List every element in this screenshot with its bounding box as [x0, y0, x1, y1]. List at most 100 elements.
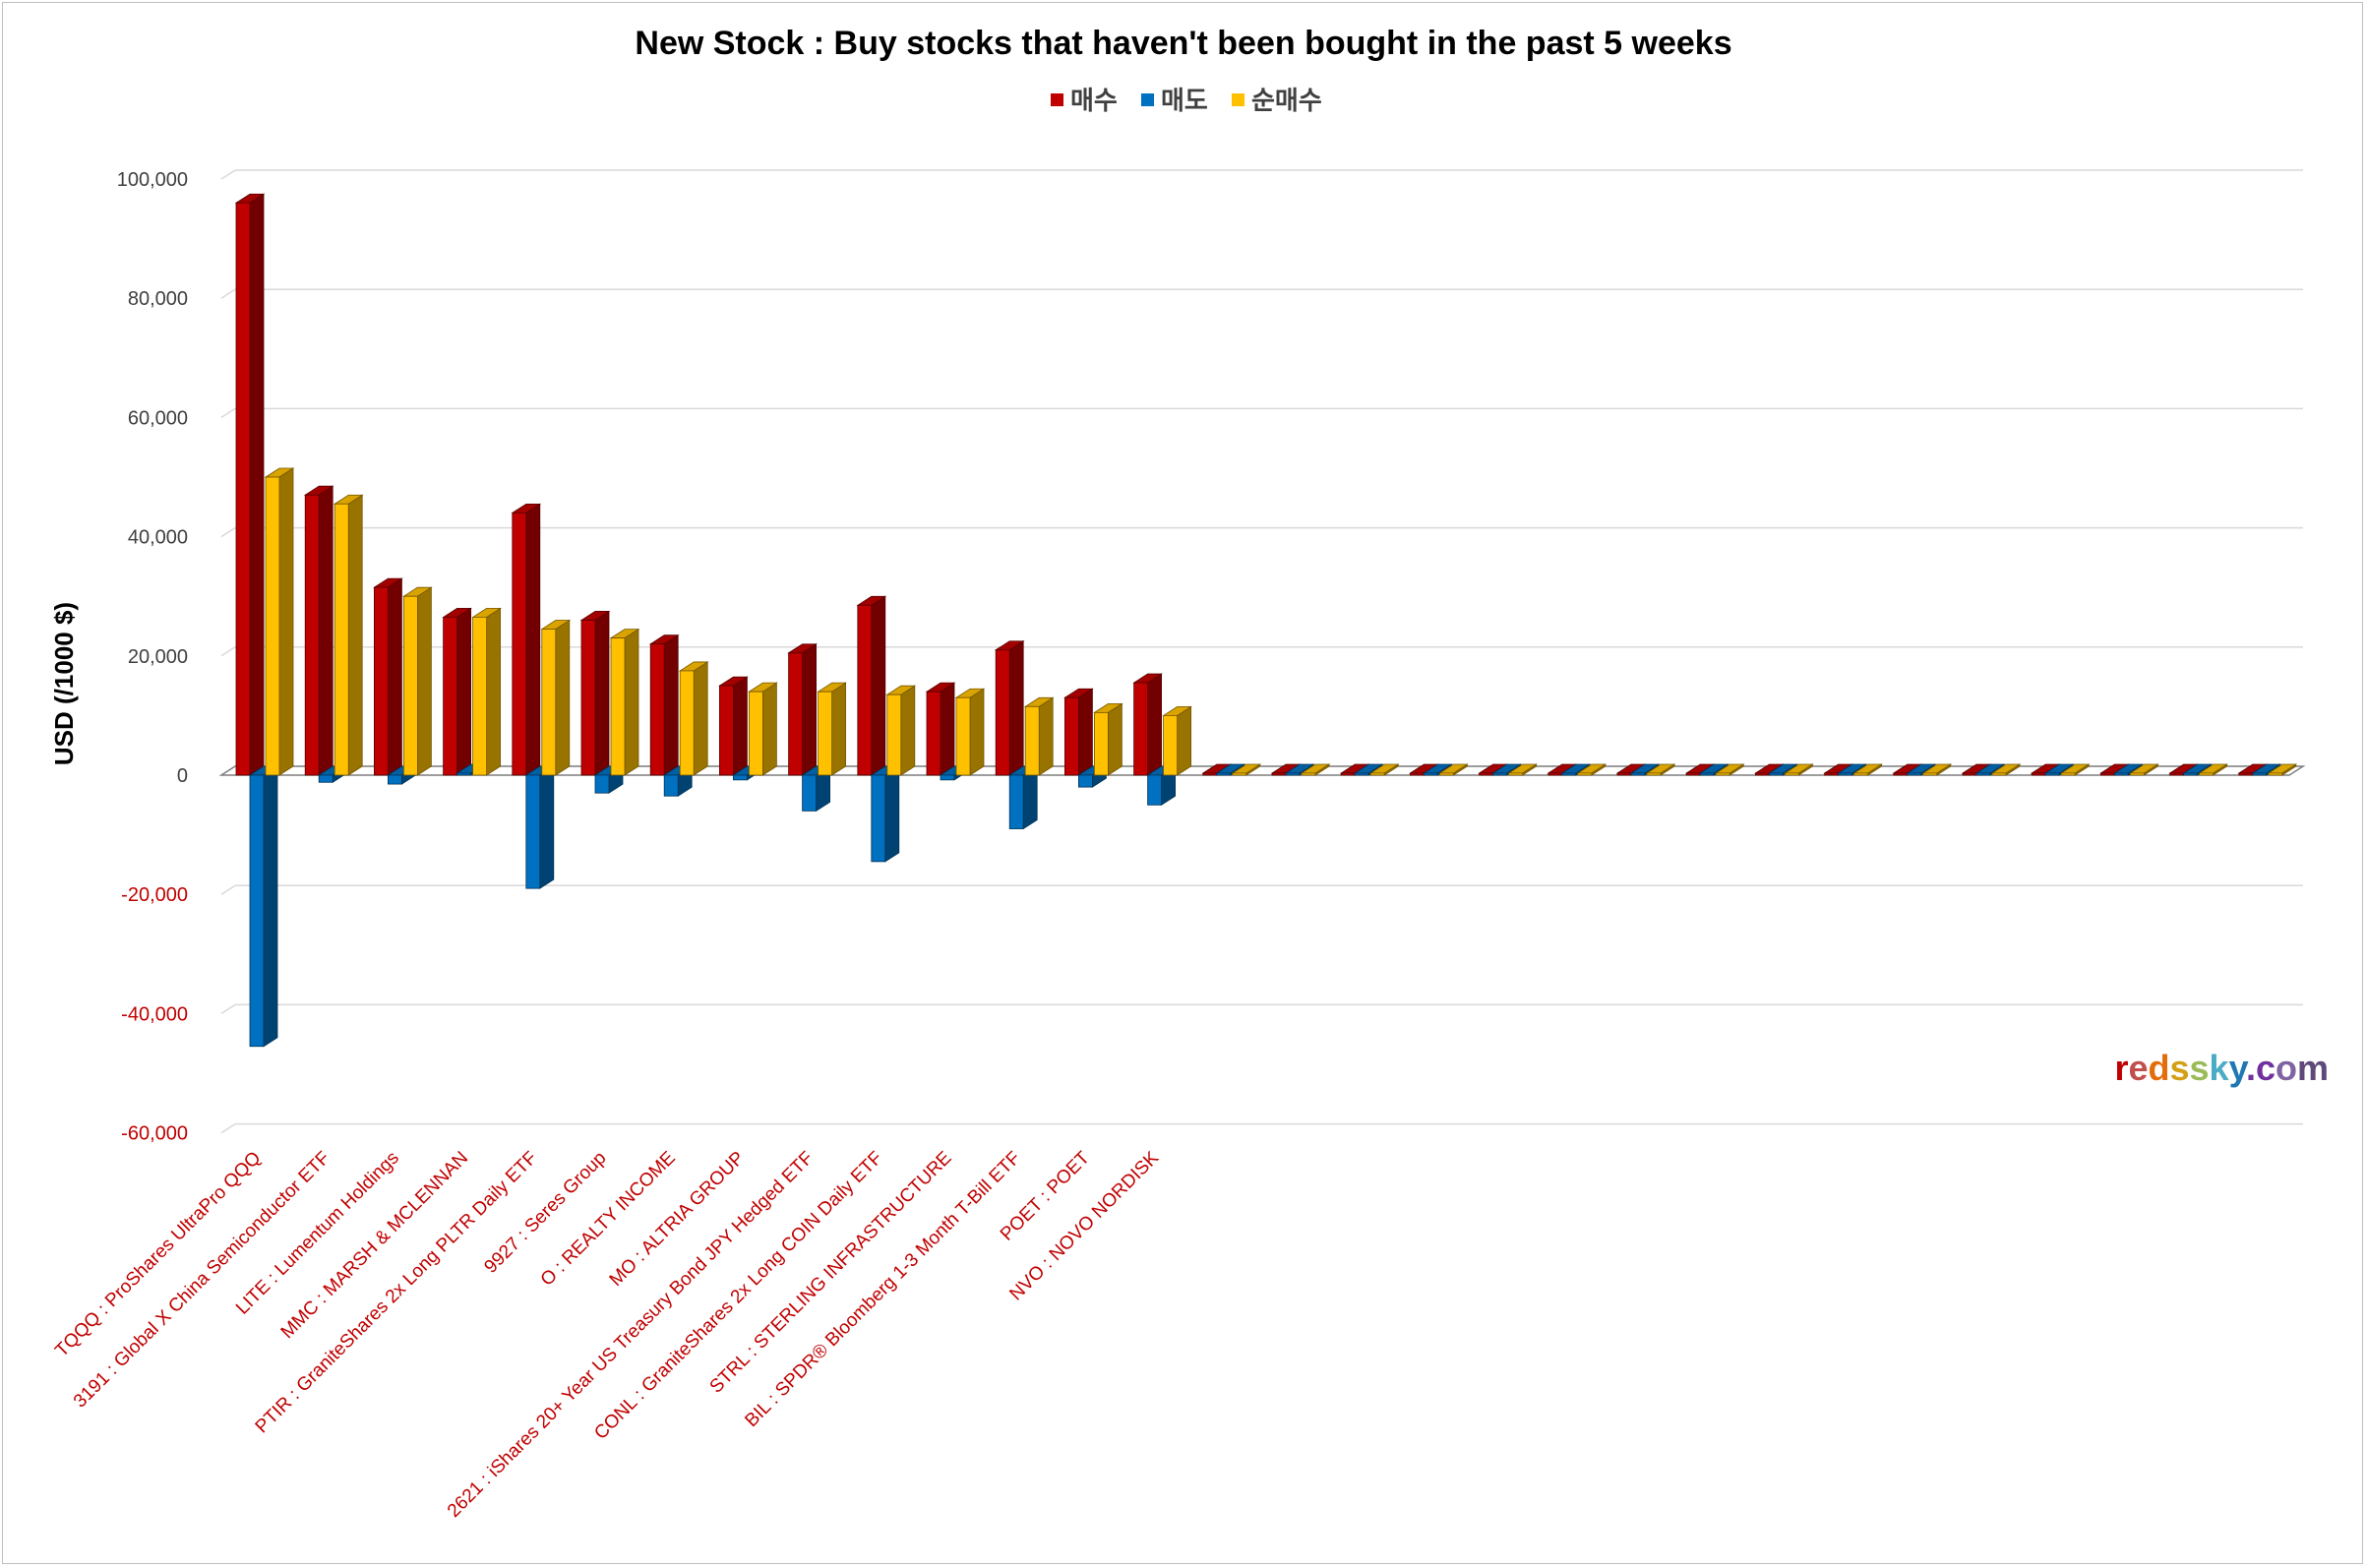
net-buy-bar	[678, 661, 709, 776]
buy-bar-front	[926, 691, 941, 776]
sell-bar-front	[2113, 772, 2129, 776]
watermark-letter: o	[2276, 1048, 2297, 1088]
sell-bar-side	[263, 765, 278, 1048]
sell-bar-front	[802, 774, 817, 812]
net-buy-bar-front	[955, 696, 971, 776]
sell-bar	[801, 765, 831, 813]
buy-bar	[1132, 673, 1163, 776]
net-buy-bar	[1093, 702, 1123, 776]
buy-bar-front	[512, 512, 527, 776]
net-buy-bar-front	[1369, 772, 1385, 776]
buy-bar-front	[1340, 772, 1356, 776]
sell-bar-front	[1838, 772, 1852, 776]
sell-bar-front	[1907, 772, 1922, 776]
y-tick-label: 40,000	[128, 527, 188, 549]
buy-bar-front	[788, 652, 803, 776]
buy-bar-side	[525, 503, 541, 776]
buy-bar	[648, 633, 680, 776]
buy-bar	[1063, 688, 1094, 776]
net-buy-bar	[264, 467, 295, 776]
net-buy-bar	[2129, 763, 2159, 776]
sell-bar-front	[456, 772, 472, 776]
x-tick-label: 3191 : Global X China Semiconductor ETF	[70, 1148, 334, 1413]
sell-bar-front	[387, 774, 402, 785]
net-buy-bar	[1645, 763, 1676, 776]
net-buy-bar-side	[900, 685, 916, 776]
buy-bar	[303, 485, 334, 776]
y-tick-label: 0	[177, 765, 188, 787]
buy-bar-front	[1893, 772, 1909, 776]
sell-bar-front	[2183, 772, 2199, 776]
buy-bar-side	[940, 682, 955, 776]
buy-bar-front	[2238, 772, 2254, 776]
buy-bar-front	[235, 202, 251, 776]
net-buy-bar	[1300, 763, 1331, 776]
buy-bar-front	[1685, 772, 1701, 776]
y-tick-label: 100,000	[117, 169, 188, 191]
net-buy-bar	[1162, 705, 1192, 776]
net-buy-bar	[2198, 763, 2228, 776]
buy-bar	[234, 193, 266, 776]
legend-item-sell[interactable]: 매도	[1141, 86, 1208, 115]
buy-bar-front	[1755, 772, 1770, 776]
buy-bar-side	[456, 607, 472, 776]
sell-bar	[1146, 765, 1177, 807]
net-buy-bar	[817, 682, 847, 776]
net-buy-bar-front	[541, 629, 557, 776]
legend-item-net-buy[interactable]: 순매수	[1232, 86, 1322, 115]
net-buy-bar-front	[818, 691, 832, 776]
net-buy-bar-front	[1853, 772, 1868, 776]
buy-bar-side	[318, 485, 334, 776]
net-buy-bar	[1714, 763, 1745, 776]
net-buy-bar-front	[1785, 772, 1799, 776]
legend-swatch-buy	[1051, 93, 1063, 106]
sell-bar-front	[594, 774, 610, 794]
net-buy-bar	[1368, 763, 1400, 776]
net-buy-bar	[1507, 763, 1538, 776]
sell-bar-front	[1216, 772, 1232, 776]
sell-bar-front	[1078, 774, 1093, 788]
watermark-letter: r	[2114, 1048, 2128, 1088]
y-tick-label: 20,000	[128, 646, 188, 668]
buy-bar-front	[1824, 772, 1839, 776]
net-buy-bar	[885, 685, 917, 776]
net-buy-bar-front	[886, 694, 902, 776]
gridline-depth	[220, 1003, 236, 1015]
sell-bar-front	[318, 774, 334, 783]
net-buy-bar-side	[624, 628, 639, 776]
sell-bar-front	[1975, 772, 1991, 776]
legend-label-sell: 매도	[1161, 86, 1208, 115]
buy-bar-side	[387, 577, 402, 776]
net-buy-bar-front	[1024, 705, 1040, 776]
net-buy-bar-side	[1108, 702, 1123, 776]
net-buy-bar-front	[1232, 772, 1247, 776]
legend-item-buy[interactable]: 매수	[1051, 86, 1118, 115]
sell-bar-front	[2044, 772, 2060, 776]
net-buy-bar	[954, 688, 986, 776]
buy-bar-front	[2099, 772, 2115, 776]
y-tick-label: -60,000	[121, 1123, 188, 1145]
buy-bar	[718, 676, 749, 776]
sell-bar-front	[1492, 772, 1507, 776]
buy-bar-front	[857, 604, 873, 776]
watermark-letter: m	[2297, 1048, 2329, 1088]
net-buy-bar	[1023, 696, 1055, 776]
buy-bar	[856, 595, 887, 776]
buy-bar-side	[594, 610, 610, 776]
net-buy-bar-front	[2129, 772, 2145, 776]
sell-bar-side	[1022, 765, 1038, 830]
gridline-depth	[220, 526, 236, 538]
watermark-letter: d	[2148, 1048, 2169, 1088]
buy-bar	[579, 610, 611, 776]
gridline-depth	[220, 1122, 236, 1134]
sell-bar-front	[663, 774, 679, 797]
sell-bar-front	[1424, 772, 1438, 776]
net-buy-bar	[1990, 763, 2022, 776]
buy-bar-side	[663, 633, 679, 776]
buy-bar-side	[1147, 673, 1162, 776]
y-tick-label: 80,000	[128, 288, 188, 310]
buy-bar-front	[1962, 772, 1977, 776]
gridline-depth	[220, 407, 236, 419]
buy-bar-front	[304, 494, 320, 776]
sell-bar-front	[249, 774, 265, 1048]
